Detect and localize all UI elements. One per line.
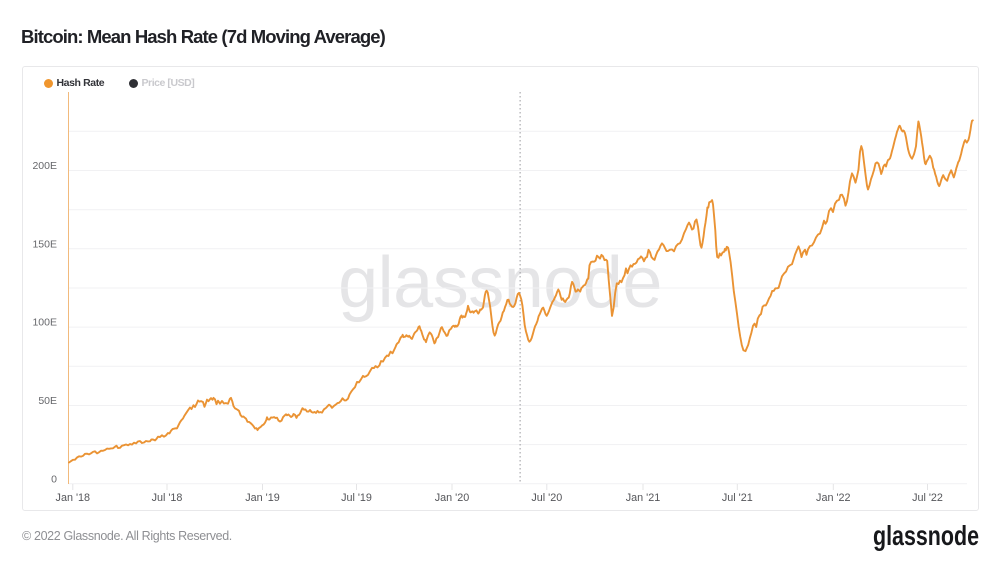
- svg-text:Jan '22: Jan '22: [816, 492, 850, 504]
- svg-text:Jul '18: Jul '18: [152, 492, 183, 504]
- svg-text:glassnode: glassnode: [873, 520, 979, 551]
- svg-text:50E: 50E: [38, 395, 57, 407]
- svg-text:Jul '20: Jul '20: [531, 492, 562, 504]
- svg-text:100E: 100E: [32, 317, 57, 329]
- svg-text:Jan '21: Jan '21: [626, 492, 660, 504]
- svg-text:Jul '22: Jul '22: [912, 492, 943, 504]
- svg-text:Jan '18: Jan '18: [56, 492, 90, 504]
- svg-text:Jul '19: Jul '19: [341, 492, 372, 504]
- svg-text:200E: 200E: [32, 160, 57, 172]
- svg-text:Jan '19: Jan '19: [245, 492, 279, 504]
- svg-text:150E: 150E: [32, 238, 57, 250]
- svg-text:Jan '20: Jan '20: [435, 492, 469, 504]
- svg-text:0: 0: [51, 473, 57, 485]
- svg-text:Jul '21: Jul '21: [722, 492, 753, 504]
